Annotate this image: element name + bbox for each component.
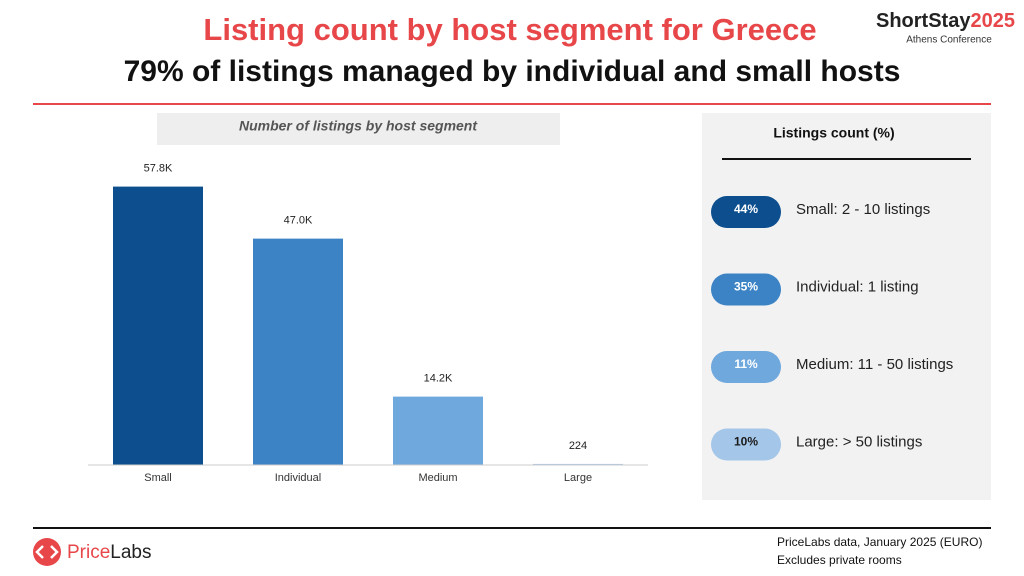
- logo-name: ShortStay: [876, 10, 971, 32]
- logo-year: 2025: [970, 10, 1015, 32]
- chart-title-box: [157, 113, 560, 145]
- x-tick-label: Large: [564, 472, 592, 484]
- x-tick-label: Small: [144, 472, 172, 484]
- bar: [533, 463, 623, 465]
- bar: [113, 186, 203, 465]
- brand-b: Labs: [110, 542, 151, 563]
- footnote: PriceLabs data, January 2025 (EURO): [777, 535, 982, 549]
- brand: PriceLabs: [67, 542, 152, 563]
- logo: ShortStay2025: [876, 10, 1015, 32]
- brand-icon: [33, 538, 61, 566]
- value-label: 224: [569, 440, 587, 452]
- legend-title: Listings count (%): [773, 125, 894, 141]
- x-tick-label: Individual: [275, 472, 321, 484]
- legend-share: 11%: [734, 357, 758, 371]
- legend-label: Small: 2 - 10 listings: [796, 201, 930, 218]
- chart-title: Number of listings by host segment: [239, 118, 478, 134]
- footnote: Excludes private rooms: [777, 553, 902, 567]
- value-label: 14.2K: [424, 373, 453, 385]
- legend-pill: [711, 351, 781, 383]
- legend-share: 35%: [734, 280, 758, 294]
- legend-pill: [711, 273, 781, 306]
- legend-pill: [711, 428, 781, 461]
- legend-label: Individual: 1 listing: [796, 278, 919, 295]
- legend-pill: [711, 196, 781, 228]
- bar: [253, 238, 343, 465]
- bar: [393, 396, 483, 465]
- brand-a: Price: [67, 542, 110, 563]
- title: Listing count by host segment for Greece: [203, 12, 816, 47]
- legend-share: 10%: [734, 435, 758, 449]
- brand-icon-glyph: [35, 545, 59, 559]
- logo-sub: Athens Conference: [906, 35, 992, 46]
- value-label: 47.0K: [284, 215, 313, 227]
- legend-label: Large: > 50 listings: [796, 433, 922, 450]
- legend-share: 44%: [734, 202, 758, 216]
- value-label: 57.8K: [144, 163, 173, 175]
- legend-label: Medium: 11 - 50 listings: [796, 356, 953, 373]
- x-tick-label: Medium: [418, 472, 457, 484]
- subtitle: 79% of listings managed by individual an…: [124, 55, 901, 88]
